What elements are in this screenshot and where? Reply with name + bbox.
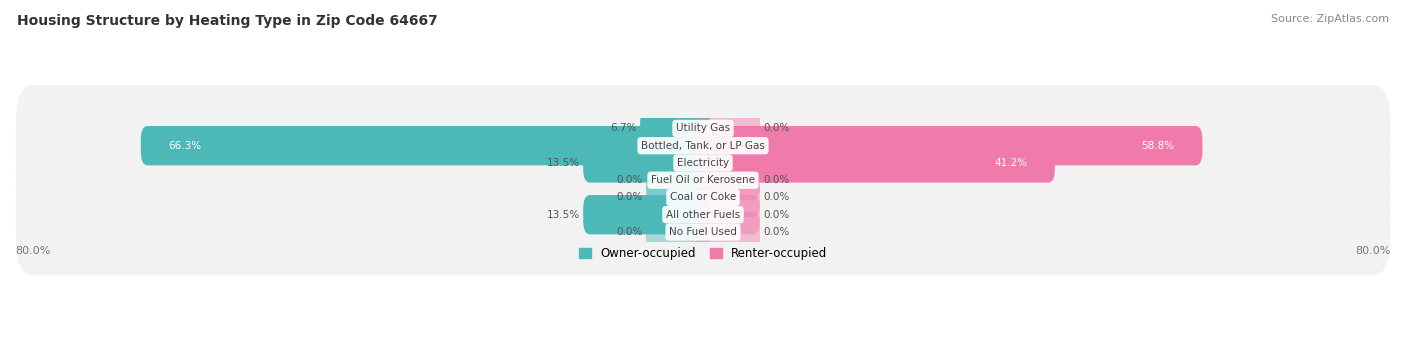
- FancyBboxPatch shape: [696, 195, 761, 234]
- Text: Housing Structure by Heating Type in Zip Code 64667: Housing Structure by Heating Type in Zip…: [17, 14, 437, 28]
- FancyBboxPatch shape: [696, 178, 761, 217]
- FancyBboxPatch shape: [696, 126, 1202, 165]
- FancyBboxPatch shape: [696, 212, 761, 252]
- Text: Electricity: Electricity: [676, 158, 730, 168]
- Legend: Owner-occupied, Renter-occupied: Owner-occupied, Renter-occupied: [575, 244, 831, 264]
- Text: 0.0%: 0.0%: [616, 175, 643, 185]
- FancyBboxPatch shape: [696, 109, 761, 148]
- Text: 58.8%: 58.8%: [1142, 141, 1175, 151]
- FancyBboxPatch shape: [15, 120, 1391, 206]
- Text: No Fuel Used: No Fuel Used: [669, 227, 737, 237]
- Text: 0.0%: 0.0%: [763, 123, 790, 133]
- Text: Coal or Coke: Coal or Coke: [669, 192, 737, 202]
- FancyBboxPatch shape: [645, 212, 710, 252]
- Text: 41.2%: 41.2%: [994, 158, 1028, 168]
- Text: Fuel Oil or Kerosene: Fuel Oil or Kerosene: [651, 175, 755, 185]
- FancyBboxPatch shape: [645, 160, 710, 200]
- FancyBboxPatch shape: [15, 137, 1391, 223]
- Text: 66.3%: 66.3%: [169, 141, 201, 151]
- FancyBboxPatch shape: [15, 85, 1391, 172]
- FancyBboxPatch shape: [15, 189, 1391, 275]
- Text: 0.0%: 0.0%: [763, 210, 790, 220]
- Text: 13.5%: 13.5%: [547, 158, 579, 168]
- FancyBboxPatch shape: [696, 160, 761, 200]
- FancyBboxPatch shape: [640, 109, 710, 148]
- FancyBboxPatch shape: [583, 195, 710, 234]
- FancyBboxPatch shape: [141, 126, 710, 165]
- Text: 0.0%: 0.0%: [616, 227, 643, 237]
- FancyBboxPatch shape: [583, 143, 710, 183]
- Text: Utility Gas: Utility Gas: [676, 123, 730, 133]
- Text: 0.0%: 0.0%: [763, 175, 790, 185]
- FancyBboxPatch shape: [696, 143, 1054, 183]
- Text: 0.0%: 0.0%: [763, 192, 790, 202]
- Text: 0.0%: 0.0%: [616, 192, 643, 202]
- Text: 13.5%: 13.5%: [547, 210, 579, 220]
- FancyBboxPatch shape: [15, 103, 1391, 189]
- Text: Source: ZipAtlas.com: Source: ZipAtlas.com: [1271, 14, 1389, 23]
- FancyBboxPatch shape: [15, 154, 1391, 241]
- Text: 0.0%: 0.0%: [763, 227, 790, 237]
- FancyBboxPatch shape: [15, 172, 1391, 258]
- Text: Bottled, Tank, or LP Gas: Bottled, Tank, or LP Gas: [641, 141, 765, 151]
- FancyBboxPatch shape: [645, 178, 710, 217]
- Text: All other Fuels: All other Fuels: [666, 210, 740, 220]
- Text: 6.7%: 6.7%: [610, 123, 637, 133]
